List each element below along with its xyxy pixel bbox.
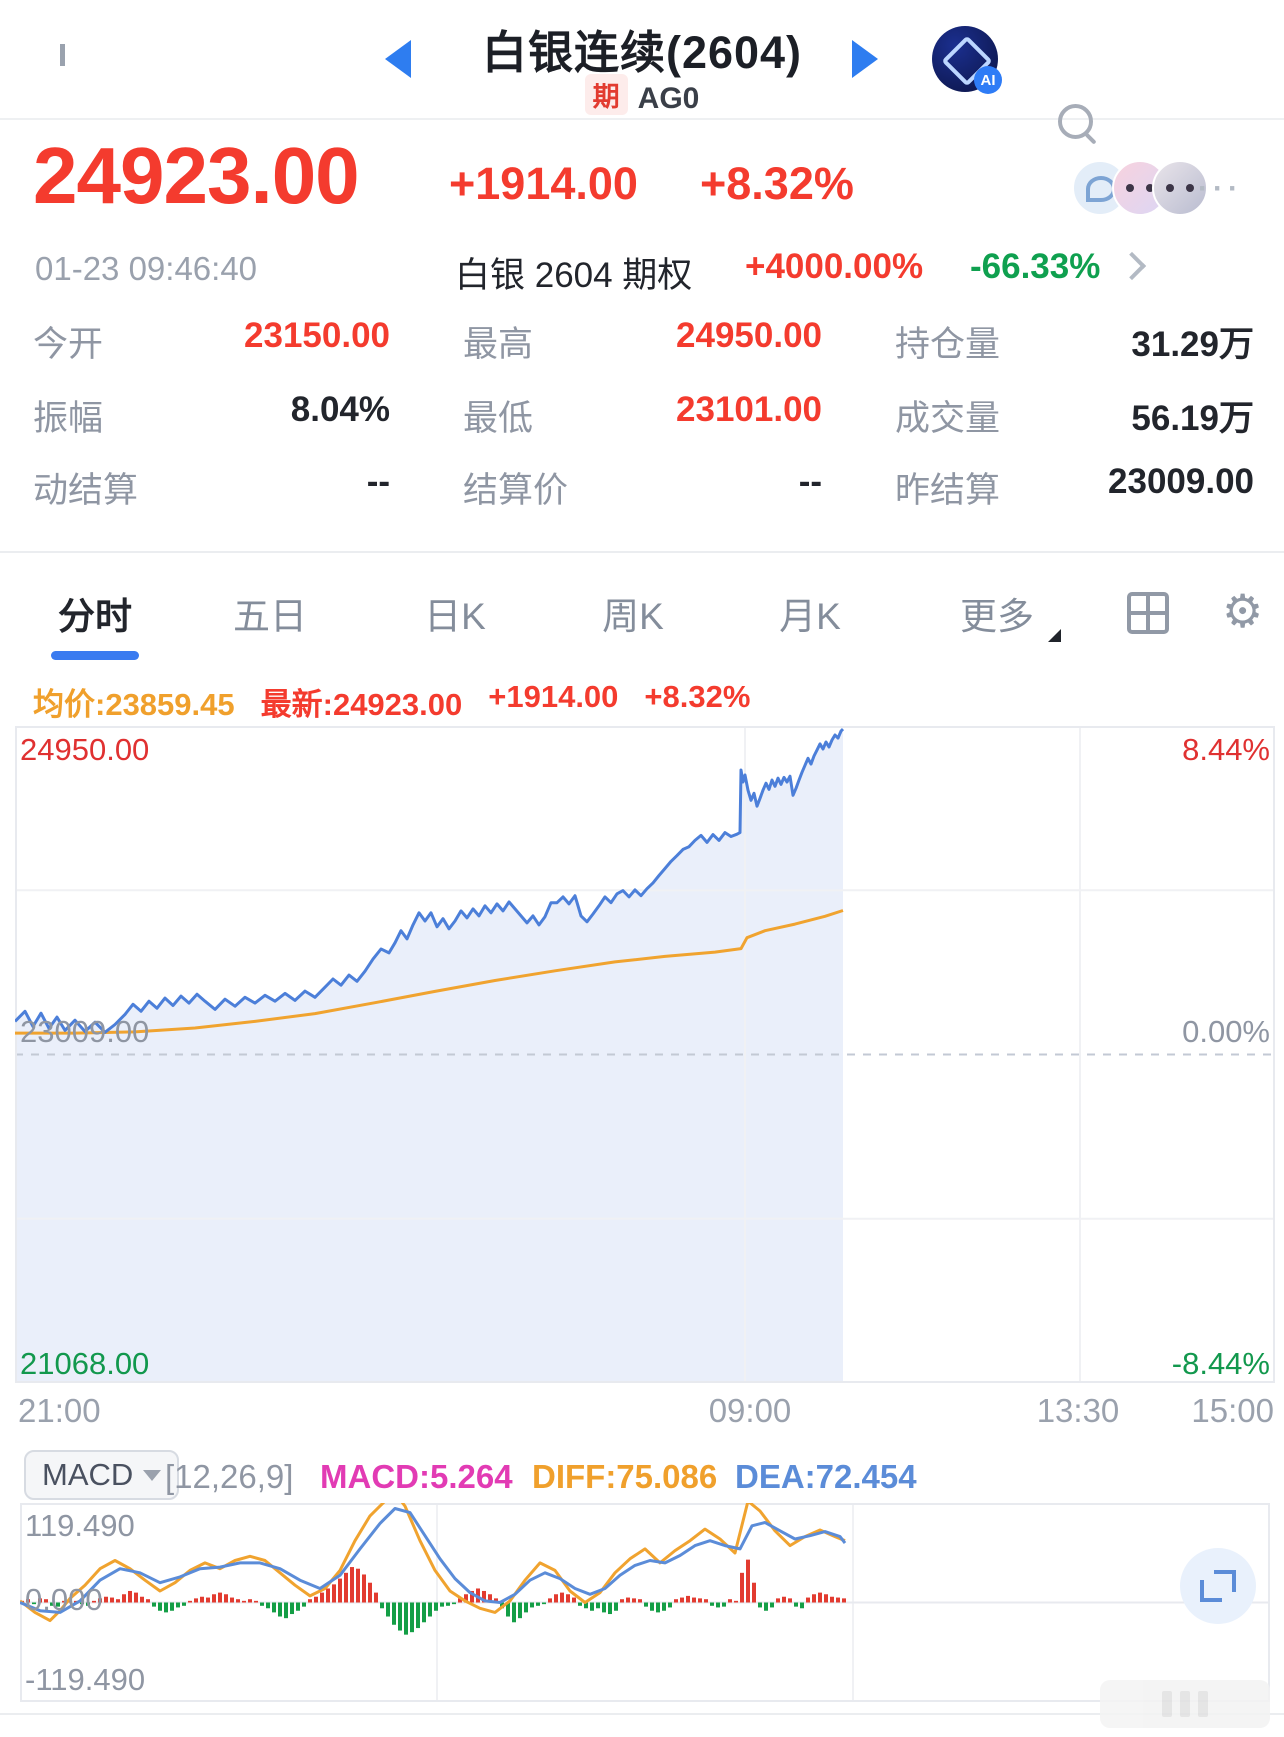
expand-chart-button[interactable] bbox=[1180, 1548, 1256, 1624]
stat-value: 23009.00 bbox=[1108, 462, 1254, 501]
price-change: +1914.00 bbox=[449, 158, 638, 209]
stat-label: 昨结算 bbox=[895, 471, 1001, 510]
prev-contract-button[interactable] bbox=[385, 40, 411, 78]
chart-zero-pct-label: 0.00% bbox=[1182, 1014, 1270, 1049]
stat-value: 23101.00 bbox=[676, 390, 822, 429]
price-change-pct: +8.32% bbox=[700, 158, 854, 209]
latest-price-label: 最新:24923.00 bbox=[260, 687, 463, 722]
futures-badge: 期 bbox=[584, 74, 628, 115]
next-contract-button[interactable] bbox=[852, 40, 878, 78]
symbol-row: 期 AG0 bbox=[0, 74, 1284, 116]
stat-value: -- bbox=[798, 462, 822, 501]
last-price: 24923.00 bbox=[33, 131, 360, 220]
search-icon bbox=[1058, 104, 1093, 139]
x-tick-0900: 09:00 bbox=[708, 1392, 792, 1429]
avatar-group[interactable] bbox=[1072, 160, 1208, 221]
stat-value: -- bbox=[366, 462, 390, 501]
tab-weekly-k[interactable]: 周K bbox=[602, 596, 664, 637]
caret-down-icon bbox=[143, 1469, 162, 1481]
dropdown-corner-icon bbox=[1048, 629, 1061, 642]
stat-label: 动结算 bbox=[33, 471, 139, 510]
macd-chart[interactable] bbox=[20, 1503, 1270, 1702]
option-pct-up: +4000.00% bbox=[745, 247, 924, 286]
tab-monthly-k[interactable]: 月K bbox=[779, 596, 841, 637]
latest-pct-label: +8.32% bbox=[644, 679, 751, 714]
indicator-selector-button[interactable]: MACD bbox=[24, 1450, 180, 1500]
tab-daily-k[interactable]: 日K bbox=[424, 596, 486, 637]
macd-bottom-label: -119.490 bbox=[25, 1662, 146, 1697]
stat-label: 持仓量 bbox=[895, 325, 1001, 364]
chart-info-line: 均价:23859.45 最新:24923.00 +1914.00 +8.32% bbox=[33, 679, 750, 724]
stat-value: 8.04% bbox=[290, 390, 390, 429]
chart-high-label: 24950.00 bbox=[20, 732, 150, 767]
stat-value: 31.29万 bbox=[1131, 325, 1254, 364]
stat-value: 56.19万 bbox=[1131, 399, 1254, 438]
stat-value: 24950.00 bbox=[676, 316, 822, 355]
watermark bbox=[1100, 1680, 1270, 1728]
symbol-code: AG0 bbox=[637, 82, 700, 115]
more-button[interactable]: ··· bbox=[1198, 172, 1243, 205]
x-tick-1500: 15:00 bbox=[1191, 1392, 1274, 1429]
stat-label: 最低 bbox=[463, 399, 534, 438]
dea-value: DEA:72.454 bbox=[735, 1458, 917, 1495]
page-title: 白银连续(2604) bbox=[481, 27, 803, 78]
divider bbox=[0, 551, 1284, 553]
tab-5day[interactable]: 五日 bbox=[233, 596, 307, 637]
expand-icon bbox=[1214, 1570, 1236, 1592]
latest-change-label: +1914.00 bbox=[488, 679, 619, 714]
ai-badge: AI bbox=[974, 66, 1002, 94]
avg-price-label: 均价:23859.45 bbox=[33, 687, 235, 722]
stat-label: 成交量 bbox=[895, 399, 1001, 438]
header-bar: 白银连续(2604) 期 AG0 AI bbox=[0, 0, 1284, 145]
rabbit-avatar-2 bbox=[1152, 160, 1208, 216]
x-tick-1330: 13:30 bbox=[1036, 1392, 1120, 1429]
stat-value: 23150.00 bbox=[244, 316, 390, 355]
active-tab-underline bbox=[51, 651, 139, 660]
option-pct-down: -66.33% bbox=[970, 247, 1101, 286]
grid-layout-icon[interactable] bbox=[1127, 592, 1169, 634]
x-tick-2100: 21:00 bbox=[18, 1392, 101, 1429]
tab-more[interactable]: 更多 bbox=[937, 586, 1061, 642]
chart-low-label: 21068.00 bbox=[20, 1346, 150, 1381]
bottom-divider bbox=[0, 1713, 1284, 1715]
macd-params: [12,26,9] bbox=[165, 1458, 294, 1495]
settings-gear-icon[interactable]: ⚙ bbox=[1222, 585, 1264, 637]
option-chevron-icon[interactable] bbox=[1117, 251, 1147, 281]
stat-label: 结算价 bbox=[463, 471, 569, 510]
search-button[interactable] bbox=[1058, 104, 1098, 145]
quote-timestamp: 01-23 09:46:40 bbox=[35, 250, 258, 287]
macd-top-label: 119.490 bbox=[25, 1508, 135, 1543]
stat-label: 最高 bbox=[463, 325, 534, 364]
tab-minute[interactable]: 分时 bbox=[58, 596, 132, 637]
macd-zero-label: 0.000 bbox=[25, 1582, 103, 1617]
diff-value: DIFF:75.086 bbox=[532, 1458, 718, 1495]
chart-low-pct-label: -8.44% bbox=[1171, 1346, 1270, 1381]
chart-high-pct-label: 8.44% bbox=[1182, 732, 1270, 767]
option-link-name[interactable]: 白银 2604 期权 bbox=[455, 256, 693, 295]
stat-label: 今开 bbox=[33, 325, 104, 364]
ai-assistant-button[interactable]: AI bbox=[932, 26, 1002, 94]
macd-value: MACD:5.264 bbox=[320, 1458, 513, 1495]
chart-prevclose-label: 23009.00 bbox=[20, 1014, 150, 1049]
stat-label: 振幅 bbox=[33, 399, 104, 438]
minute-chart[interactable] bbox=[15, 726, 1275, 1383]
